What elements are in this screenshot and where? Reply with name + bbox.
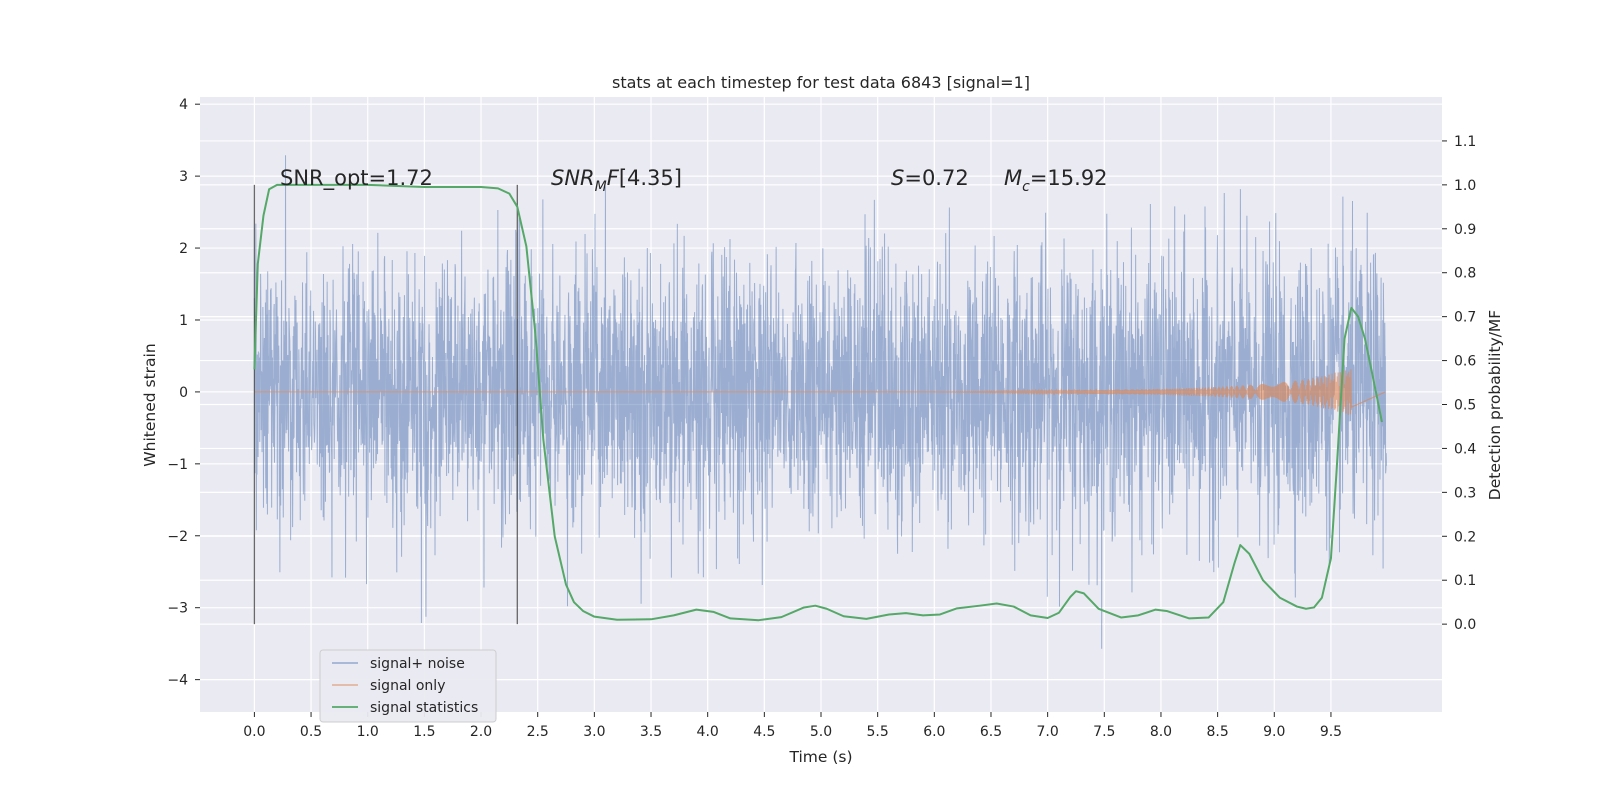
y2-tick-label: 0.3: [1454, 485, 1476, 501]
y2-tick-label: 0.6: [1454, 354, 1476, 370]
y2-tick-label: 0.4: [1454, 441, 1476, 457]
x-tick-label: 4.5: [753, 724, 775, 740]
y-tick-label: 1: [179, 313, 188, 329]
x-tick-label: 3.0: [583, 724, 605, 740]
y2-tick-label: 0.1: [1454, 573, 1476, 589]
x-tick-label: 7.0: [1037, 724, 1059, 740]
y2-axis-label: Detection probability/MF: [1486, 310, 1504, 501]
chart-title: stats at each timestep for test data 684…: [612, 73, 1030, 92]
y-tick-label: −1: [167, 457, 188, 473]
legend-box: [319, 649, 497, 723]
y-tick-label: −3: [167, 601, 188, 617]
vertical-markers: [253, 184, 518, 625]
legend: signal+ noise signal only signal statist…: [319, 649, 497, 723]
y-tick-label: 0: [179, 385, 188, 401]
annotation-mc: Mc=15.92: [1004, 166, 1108, 195]
x-tick-label: 1.0: [357, 724, 379, 740]
x-tick-label: 2.0: [470, 724, 492, 740]
y-axis-label: Whitened strain: [141, 343, 159, 466]
y2-tick-label: 0.7: [1454, 310, 1476, 326]
y2-tick-label: 0.9: [1454, 222, 1476, 238]
y2-tick-label: 0.2: [1454, 529, 1476, 545]
annotation-mc-value: =15.92: [1030, 166, 1108, 190]
signal-only-line: [254, 369, 1386, 415]
x-tick-label: 7.5: [1093, 724, 1115, 740]
x-tick-label: 8.5: [1206, 724, 1228, 740]
y-tick-label: 2: [179, 241, 188, 257]
annotation-snr-mf-value: [4.35]: [619, 166, 682, 190]
statistics-line: [253, 183, 1383, 622]
x-tick-label: 4.0: [697, 724, 719, 740]
x-tick-label: 8.0: [1150, 724, 1172, 740]
x-tick-label: 6.0: [923, 724, 945, 740]
y-tick-label: 3: [179, 169, 188, 185]
x-tick-label: 0.5: [300, 724, 322, 740]
annotation-s: S=0.72: [891, 166, 969, 190]
annotation-s-value: =0.72: [904, 166, 968, 190]
y-tick-label: −4: [167, 673, 188, 689]
legend-label-signal-only: signal only: [370, 678, 445, 694]
y2-tick-label: 1.1: [1454, 134, 1476, 150]
y-tick-label: −2: [167, 529, 188, 545]
series-signal-only: [254, 369, 1386, 415]
noise-line: [253, 155, 1387, 649]
x-tick-label: 9.5: [1320, 724, 1342, 740]
x-tick-label: 6.5: [980, 724, 1002, 740]
series-signal-noise: [253, 155, 1387, 649]
x-tick-label: 3.5: [640, 724, 662, 740]
annotation-snr-opt: SNR_opt=1.72: [280, 166, 433, 191]
annotation-snr-mf: SNRMF[4.35]: [551, 166, 682, 195]
x-tick-label: 9.0: [1263, 724, 1285, 740]
y2-tick-label: 1.0: [1454, 178, 1476, 194]
y2-tick-label: 0.0: [1454, 617, 1476, 633]
series-signal-statistics: [253, 183, 1383, 622]
y-tick-label: 4: [179, 97, 188, 113]
y2-tick-label: 0.8: [1454, 266, 1476, 282]
legend-label-signal-statistics: signal statistics: [370, 700, 478, 716]
legend-label-signal-noise: signal+ noise: [370, 656, 465, 672]
x-tick-label: 5.5: [867, 724, 889, 740]
x-tick-label: 5.0: [810, 724, 832, 740]
x-tick-label: 2.5: [527, 724, 549, 740]
x-axis-label: Time (s): [788, 748, 852, 766]
axis-ticks: 0.0 0.5 1.0 1.5 2.0 2.5 3.0 3.5 4.0 4.5 5.0 5.5 6.0 6…: [167, 97, 1476, 740]
x-tick-label: 0.0: [243, 724, 265, 740]
y2-tick-label: 0.5: [1454, 398, 1476, 414]
x-tick-label: 1.5: [413, 724, 435, 740]
